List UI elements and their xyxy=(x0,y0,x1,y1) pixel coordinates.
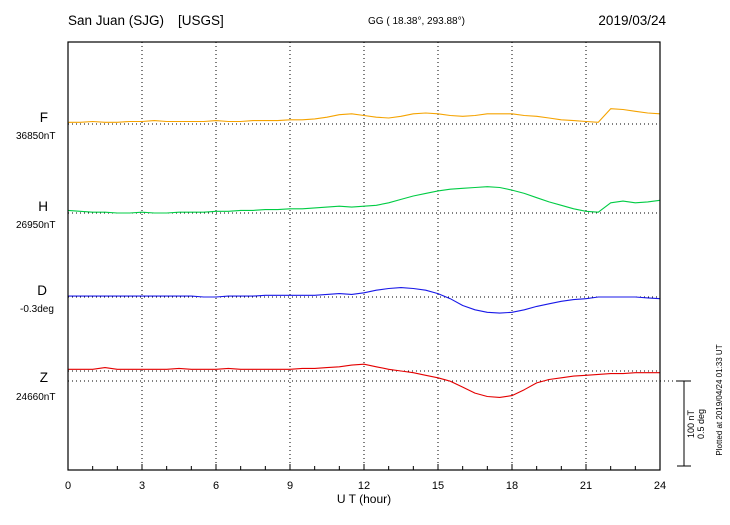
gridlines xyxy=(141,42,587,470)
x-tick-label: 6 xyxy=(213,480,219,492)
trace-D xyxy=(67,287,661,314)
x-tick-label: 12 xyxy=(358,480,370,492)
x-axis-label: U T (hour) xyxy=(337,492,391,506)
baseline-value-h: 26950nT xyxy=(16,220,55,231)
trace-Z xyxy=(67,363,661,398)
plotted-at-note: Plotted at 2019/04/24 01:33 UT xyxy=(715,344,724,455)
trace-lines xyxy=(67,108,661,398)
x-tick-label: 9 xyxy=(287,480,293,492)
channel-label-z: Z xyxy=(40,370,48,385)
trace-H xyxy=(67,186,661,214)
agency-label: [USGS] xyxy=(178,13,224,28)
baseline-value-z: 24660nT xyxy=(16,392,55,403)
scale-bar: 100 nT 0.5 deg xyxy=(677,380,706,467)
scale-bar-nt-label: 100 nT xyxy=(686,409,696,438)
station-title: San Juan (SJG) xyxy=(68,13,164,28)
x-tick-label: 15 xyxy=(432,480,444,492)
x-tick-label: 18 xyxy=(506,480,518,492)
date-label: 2019/03/24 xyxy=(598,13,666,28)
channel-label-h: H xyxy=(38,199,48,214)
channel-label-f: F xyxy=(40,110,48,125)
x-tick-label: 0 xyxy=(65,480,71,492)
x-tick-label: 3 xyxy=(139,480,145,492)
x-tick-label: 21 xyxy=(580,480,592,492)
scale-bar-deg-label: 0.5 deg xyxy=(696,409,706,439)
x-axis-ticks xyxy=(92,464,636,470)
x-tick-labels: 0 3 6 9 12 15 18 21 24 xyxy=(65,480,666,492)
baseline-value-f: 36850nT xyxy=(16,131,55,142)
geographic-coords: GG ( 18.38°, 293.88°) xyxy=(368,16,465,27)
trace-F xyxy=(67,108,661,123)
x-tick-label: 24 xyxy=(654,480,666,492)
channel-label-d: D xyxy=(37,283,47,298)
baseline-value-d: -0.3deg xyxy=(20,304,54,315)
baseline-dotted-lines xyxy=(68,123,660,372)
